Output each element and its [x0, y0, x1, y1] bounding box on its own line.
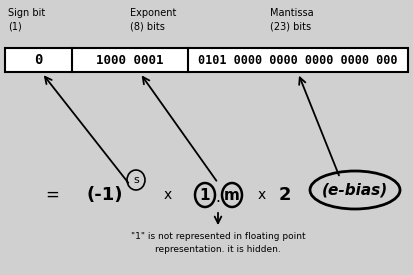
Text: "1" is not represented in floating point
representation. it is hidden.: "1" is not represented in floating point… [131, 232, 305, 254]
Text: m: m [224, 188, 240, 202]
Text: x: x [258, 188, 266, 202]
Text: .: . [216, 189, 221, 205]
Text: 1: 1 [200, 188, 210, 202]
Text: x: x [164, 188, 172, 202]
Bar [5, 48, 408, 72]
Text: Sign bit
(1): Sign bit (1) [8, 8, 45, 31]
Text: Mantissa
(23) bits: Mantissa (23) bits [270, 8, 313, 31]
Text: 0: 0 [34, 53, 43, 67]
Text: s: s [133, 175, 139, 185]
Text: 2: 2 [279, 186, 291, 204]
Text: (-1): (-1) [87, 186, 123, 204]
Text: 0101 0000 0000 0000 0000 000: 0101 0000 0000 0000 0000 000 [198, 54, 398, 67]
Text: (e-bias): (e-bias) [322, 183, 388, 197]
Text: =: = [45, 186, 59, 204]
Text: 1000 0001: 1000 0001 [96, 54, 164, 67]
Text: Exponent
(8) bits: Exponent (8) bits [130, 8, 176, 31]
